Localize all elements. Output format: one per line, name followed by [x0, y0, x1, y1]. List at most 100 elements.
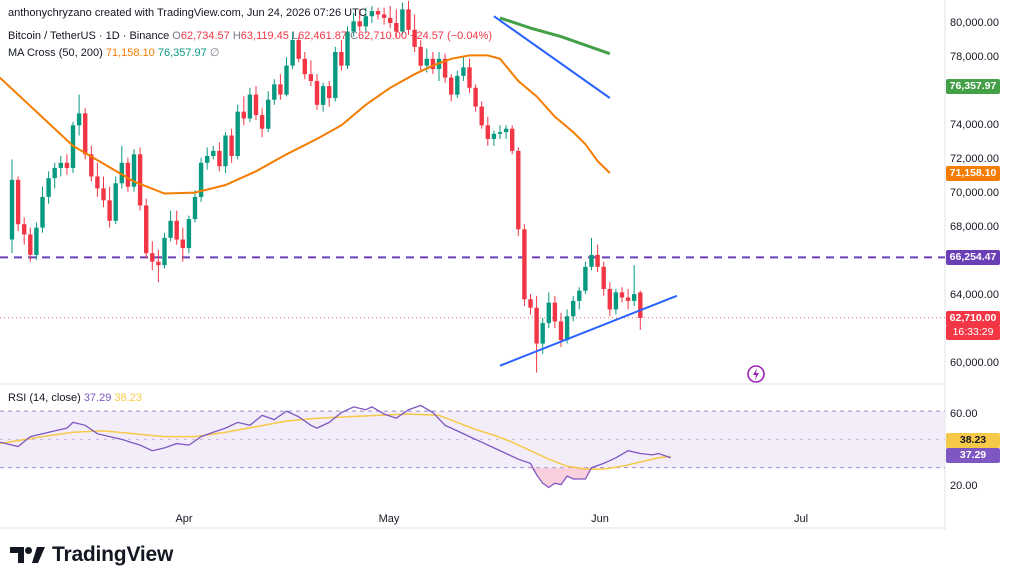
candle-body [430, 58, 436, 70]
candle-body [381, 14, 387, 18]
candle-body [406, 9, 411, 30]
time-tick-apr: Apr [175, 513, 193, 525]
level-price-tag: 66,254.47 [946, 250, 1000, 265]
price-tick: 64,000.00 [950, 289, 999, 301]
symbol-name[interactable]: Bitcoin / TetherUS · 1D · Binance [8, 30, 170, 42]
candle-body [95, 176, 100, 189]
candle-body [449, 77, 454, 95]
ma200-line [499, 16, 611, 56]
candle-body [131, 154, 137, 187]
ma50-value: 71,158.10 [105, 47, 155, 59]
candle-body [400, 9, 405, 32]
candle-body [564, 316, 570, 341]
symbol-legend: Bitcoin / TetherUS · 1D · Binance O62,73… [8, 30, 492, 42]
candle-body [308, 74, 314, 81]
candle-body [369, 11, 375, 17]
candle-body [333, 51, 338, 99]
candle-body [278, 84, 283, 95]
candle-body [46, 178, 51, 197]
candle-body [192, 196, 198, 220]
candle-body [15, 179, 21, 225]
candle-body [113, 183, 118, 221]
candle-body [302, 58, 307, 75]
candle-body [150, 253, 155, 262]
upper-trend-line [493, 15, 611, 99]
rsi-oversold-fill [530, 467, 592, 488]
candle-body [168, 220, 173, 238]
current-price-tag: 62,710.00 [946, 311, 1000, 326]
candle-body [259, 115, 265, 129]
candle-body [577, 290, 582, 301]
brand-logo[interactable]: TradingView [10, 543, 173, 567]
high-value: 63,119.45 [240, 30, 289, 42]
candle-body [235, 111, 240, 156]
candle-body [528, 299, 533, 308]
candle-body [424, 58, 429, 66]
candle-body [144, 205, 149, 254]
open-label: O [172, 30, 181, 42]
ma50-price-tag: 71,158.10 [946, 166, 1000, 181]
candle-body [357, 21, 362, 27]
candle-body [266, 99, 271, 129]
price-tick: 68,000.00 [950, 221, 999, 233]
candle-body [461, 67, 466, 76]
ma-cross-legend[interactable]: MA Cross (50, 200) 71,158.10 76,357.97 ∅ [8, 46, 219, 59]
low-label: L [291, 30, 299, 42]
candle-body [58, 162, 63, 168]
rsi-legend[interactable]: RSI (14, close) 37.29 38.23 [8, 392, 142, 404]
ma-cross-label: MA Cross (50, 200) [8, 47, 103, 59]
event-bolt-icon[interactable] [746, 364, 766, 384]
candle-body [186, 219, 192, 249]
candle-body [388, 17, 393, 23]
rsi-legend-value: 37.29 [83, 392, 112, 404]
chart-credit: anthonychryzano created with TradingView… [8, 7, 367, 19]
candle-body [125, 162, 131, 187]
candle-body [589, 254, 594, 267]
time-tick-jun: Jun [591, 513, 609, 525]
candle-body [595, 254, 600, 267]
candle-body [418, 46, 423, 66]
candle-body [625, 297, 631, 301]
close-label: C [350, 30, 359, 42]
rsi-tag: 37.29 [946, 448, 1000, 463]
candle-body [40, 196, 45, 228]
candle-body [558, 321, 564, 341]
rsi-ma-tag: 38.23 [946, 433, 1000, 448]
bar-countdown-tag: 16:33:29 [946, 325, 1000, 340]
candle-body [64, 162, 70, 168]
candle-body [174, 220, 179, 240]
time-tick-jul: Jul [793, 513, 809, 525]
candle-body [375, 11, 381, 15]
candle-body [205, 155, 210, 163]
close-value: 62,710.00 [358, 30, 407, 42]
rsi-ma-legend-value: 38.23 [114, 392, 142, 404]
candle-body [497, 132, 503, 134]
candle-body [156, 261, 161, 266]
candle-body [522, 229, 527, 300]
candle-body [229, 135, 234, 156]
candle-body [601, 266, 606, 289]
candle-body [314, 80, 320, 105]
price-tick: 72,000.00 [950, 153, 999, 165]
candle-body [583, 266, 588, 291]
candle-body [546, 302, 551, 324]
ma200-value: 76,357.97 [157, 47, 207, 59]
candle-body [455, 75, 460, 95]
high-label: H [232, 30, 241, 42]
candle-body [503, 128, 509, 133]
candle-body [107, 200, 112, 221]
candle-body [327, 86, 332, 99]
candle-body [9, 179, 15, 240]
candle-body [119, 162, 124, 184]
rsi-tick: 20.00 [950, 480, 978, 492]
candle-body [162, 237, 167, 266]
candle-body [211, 150, 216, 156]
candle-body [479, 106, 484, 126]
rsi-ma-line [0, 413, 671, 470]
candle-body [76, 113, 82, 126]
candle-body [101, 188, 106, 201]
candle-body [198, 162, 204, 197]
candle-body [442, 58, 448, 78]
price-tick: 70,000.00 [950, 187, 999, 199]
